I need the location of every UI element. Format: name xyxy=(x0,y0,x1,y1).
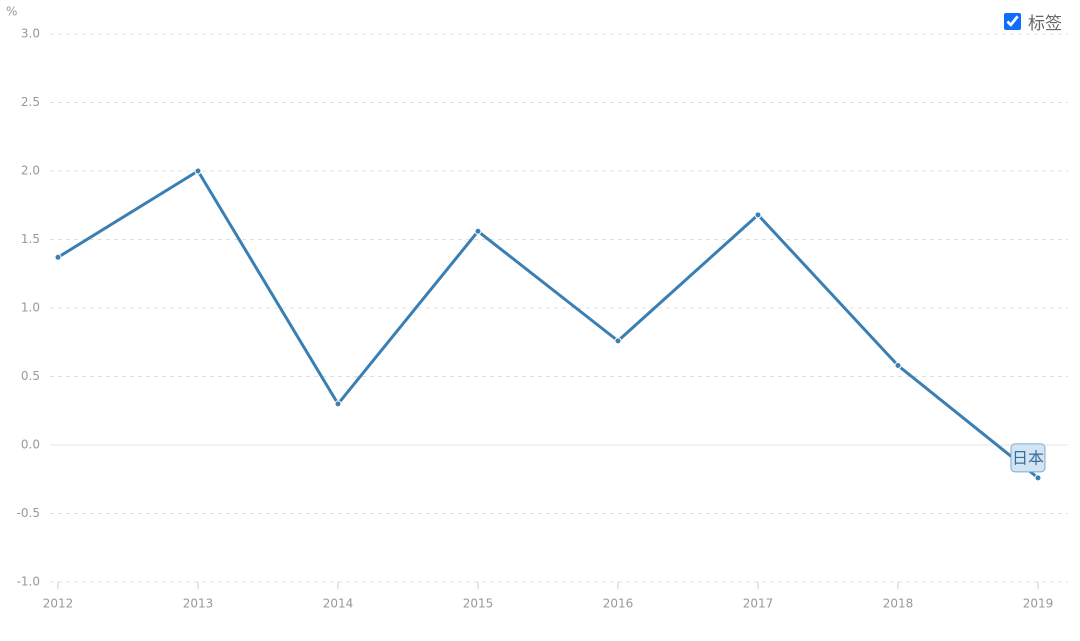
point xyxy=(474,227,482,235)
x-tick-label: 2019 xyxy=(1023,597,1054,611)
x-tick-label: 2013 xyxy=(183,597,214,611)
x-tick-label: 2014 xyxy=(323,597,354,611)
x-tick-label: 2017 xyxy=(743,597,774,611)
y-tick-label: 1.5 xyxy=(21,232,40,246)
series-line xyxy=(57,169,1039,480)
y-tick-label: 0.5 xyxy=(21,369,40,383)
point xyxy=(614,337,622,345)
label-toggle-text: 标签 xyxy=(1028,14,1062,34)
x-tick-label: 2015 xyxy=(463,597,494,611)
point xyxy=(334,400,342,408)
y-tick-label: 3.0 xyxy=(21,27,40,41)
x-tick-label: 2012 xyxy=(43,597,74,611)
y-tick-label: -0.5 xyxy=(17,506,40,520)
point xyxy=(894,362,902,370)
point xyxy=(754,211,762,219)
label-checkbox[interactable] xyxy=(1004,13,1021,30)
point xyxy=(54,253,62,261)
label-toggle[interactable]: 标签 xyxy=(1004,9,1062,34)
x-tick-label: 2016 xyxy=(603,597,634,611)
y-tick-label: 2.0 xyxy=(21,164,40,178)
x-tick-label: 2018 xyxy=(883,597,914,611)
y-tick-label: 0.0 xyxy=(21,438,40,452)
y-tick-label: 1.0 xyxy=(21,301,40,315)
series-label-box xyxy=(1010,443,1046,473)
y-unit: % xyxy=(6,5,17,19)
series-label: 日本 xyxy=(1012,448,1044,467)
point xyxy=(194,167,202,175)
point xyxy=(1034,474,1042,482)
y-tick-label: -1.0 xyxy=(17,575,40,589)
y-tick-label: 2.5 xyxy=(21,95,40,109)
